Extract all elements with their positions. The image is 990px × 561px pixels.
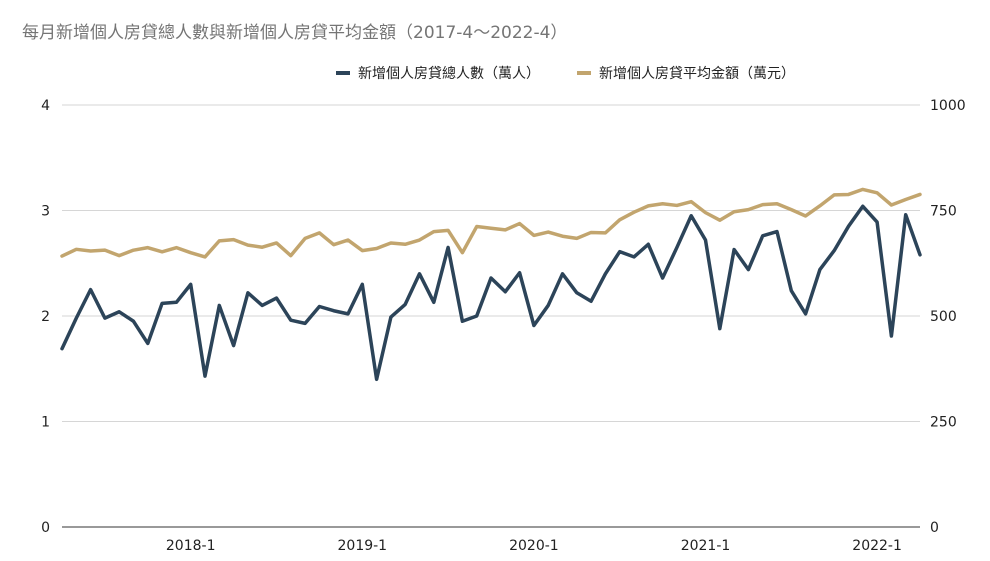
y-right-tick-label: 750 xyxy=(930,204,957,220)
y-right-tick-label: 250 xyxy=(930,415,957,431)
series-line-avg-amount xyxy=(60,187,922,259)
y-left-tick-label: 0 xyxy=(41,520,50,536)
y-left-tick-label: 3 xyxy=(41,204,50,220)
y-right-tick-label: 0 xyxy=(930,520,939,536)
legend-label: 新增個人房貸平均金額（萬元） xyxy=(599,66,795,82)
y-left-tick-label: 2 xyxy=(41,309,50,325)
legend-label: 新增個人房貸總人數（萬人） xyxy=(358,65,540,82)
x-tick-label: 2018-1 xyxy=(166,538,216,554)
x-tick-label: 2019-1 xyxy=(338,538,388,554)
x-tick-label: 2022-1 xyxy=(852,538,902,554)
y-right-tick-label: 1000 xyxy=(930,98,966,114)
chart-title: 每月新增個人房貸總人數與新增個人房貸平均金額（2017-4～2022-4） xyxy=(22,23,568,43)
y-left-tick-label: 1 xyxy=(41,415,50,431)
x-tick-label: 2021-1 xyxy=(681,538,731,554)
y-left-tick-label: 4 xyxy=(41,98,50,114)
x-tick-label: 2020-1 xyxy=(509,538,559,554)
y-right-tick-label: 500 xyxy=(930,309,957,325)
series-line-count xyxy=(60,204,922,382)
